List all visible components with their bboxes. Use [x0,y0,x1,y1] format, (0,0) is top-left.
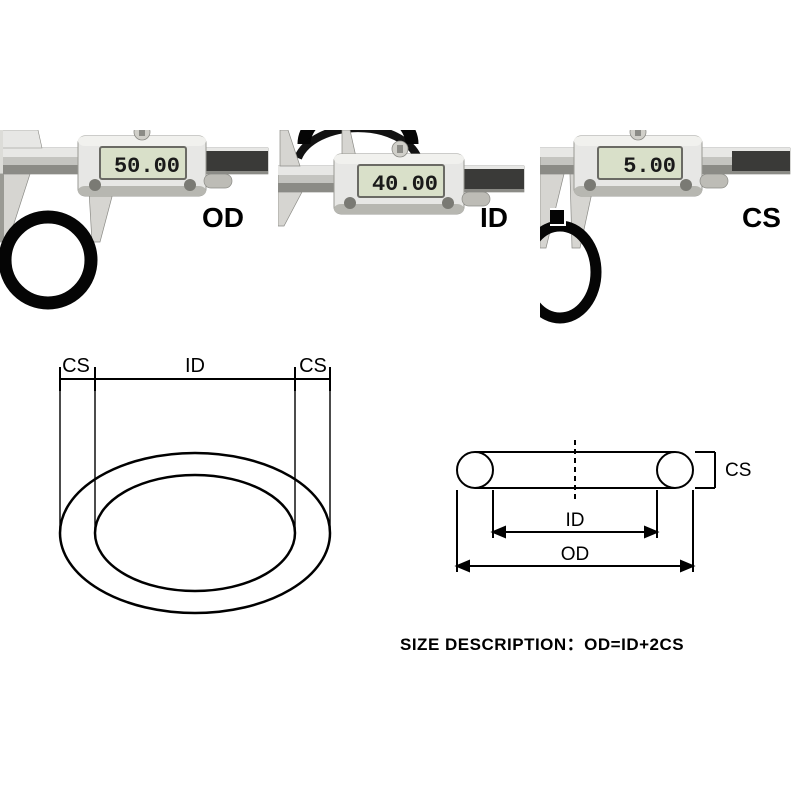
label-cs: CS [742,202,781,234]
top-cs-right: CS [299,355,327,377]
calipers-row: 50.00 OD [0,130,800,330]
side-id: ID [566,510,585,531]
caliper-id-reading: 40.00 [372,172,438,197]
top-id: ID [185,355,205,377]
oring-size-guide: 50.00 OD [0,0,800,800]
caliper-od-reading: 50.00 [114,154,180,179]
label-od: OD [202,202,244,234]
size-formula: SIZE DESCRIPTION：OD=ID+2CS [400,630,684,655]
side-cs: CS [725,460,751,481]
top-cs-left: CS [62,355,90,377]
caliper-cs-reading: 5.00 [623,154,676,179]
label-id: ID [480,202,508,234]
oring-top-view: CS ID CS [40,355,350,625]
oring-side-view: CS ID OD [395,420,775,620]
side-od: OD [561,544,590,565]
